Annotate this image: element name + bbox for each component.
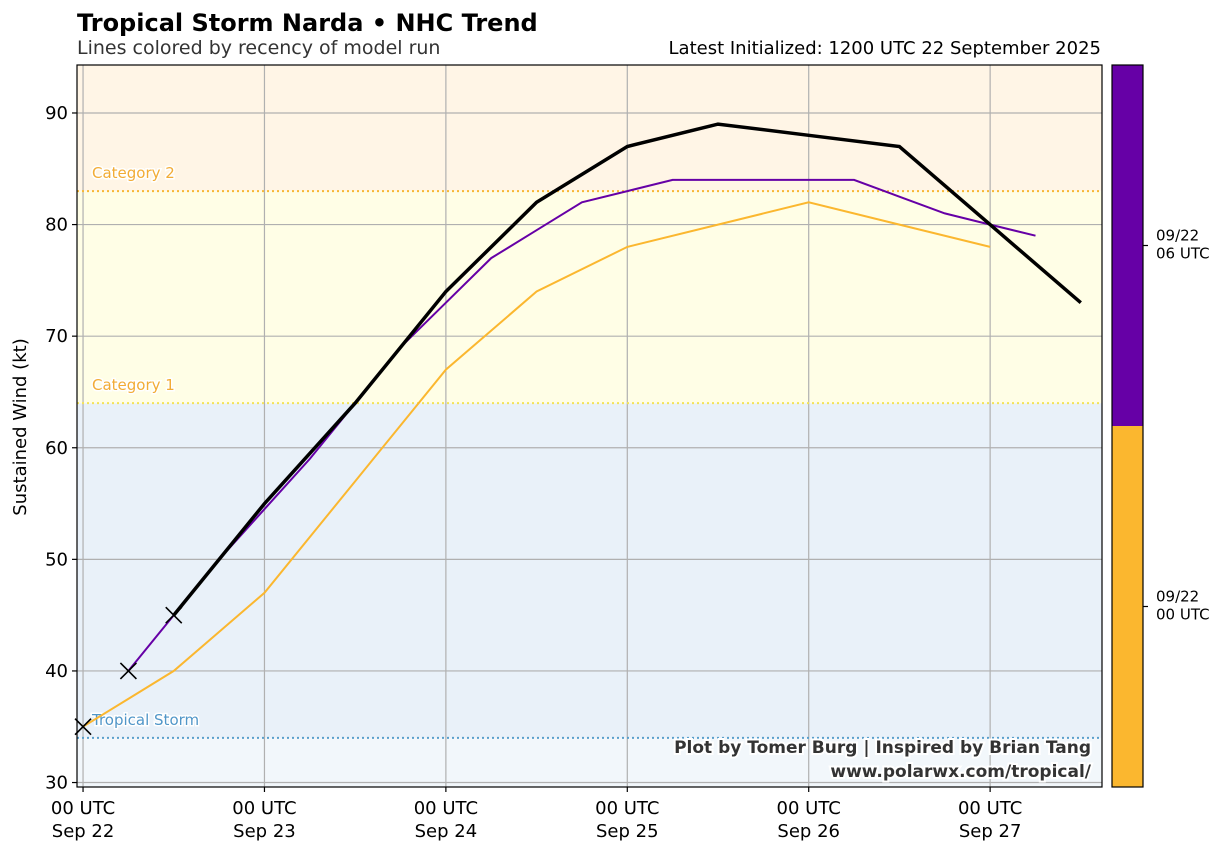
- band-1: [77, 403, 1102, 738]
- intensity-bands: [77, 65, 1102, 787]
- ytick-label-40: 40: [45, 661, 68, 682]
- xtick-label-5-line1: 00 UTC: [958, 798, 1022, 819]
- y-axis-label: Sustained Wind (kt): [10, 338, 31, 515]
- xtick-label-2-line1: 00 UTC: [414, 798, 478, 819]
- ytick-label-30: 30: [45, 773, 68, 794]
- observed-markers: [74, 606, 183, 736]
- threshold-label-2: Category 2: [92, 164, 175, 182]
- ytick-label-90: 90: [45, 103, 68, 124]
- forecast-series: [82, 122, 1082, 728]
- threshold-label-0: Tropical Storm: [91, 711, 199, 729]
- colorbar-label-0-line2: 00 UTC: [1156, 606, 1210, 624]
- colorbar-label-0-line1: 09/22: [1156, 588, 1199, 606]
- colorbar-segment-0: [1112, 426, 1143, 787]
- colorbar-label-1-line1: 09/22: [1156, 227, 1199, 245]
- xtick-label-0-line2: Sep 22: [52, 821, 115, 842]
- plot-frame: [76, 64, 1103, 788]
- series-line-0: [82, 201, 991, 728]
- credit-line-1: Plot by Tomer Burg | Inspired by Brian T…: [674, 738, 1091, 758]
- colorbar-frame: [1111, 64, 1144, 788]
- xtick-label-1-line2: Sep 23: [233, 821, 296, 842]
- band-0: [77, 737, 1102, 787]
- colorbar-label-1-line2: 06 UTC: [1156, 245, 1210, 263]
- threshold-label-1: Category 1: [92, 376, 175, 394]
- chart-subtitle: Lines colored by recency of model run: [77, 37, 440, 59]
- credit: Plot by Tomer Burg | Inspired by Brian T…: [672, 736, 1094, 784]
- xtick-label-2-line2: Sep 24: [415, 821, 478, 842]
- series-line-1: [127, 178, 1036, 672]
- xtick-label-4-line1: 00 UTC: [777, 798, 841, 819]
- threshold-lines: Tropical Storm Category 1 Category 2: [77, 163, 1102, 739]
- xtick-label-1-line1: 00 UTC: [232, 798, 296, 819]
- colorbar-segment-1: [1112, 65, 1143, 426]
- xtick-label-5-line2: Sep 27: [959, 821, 1022, 842]
- credit-line-2: www.polarwx.com/tropical/: [830, 762, 1091, 782]
- ytick-label-50: 50: [45, 549, 68, 570]
- series-line-2: [172, 122, 1082, 617]
- chart-title: Tropical Storm Narda • NHC Trend: [77, 9, 538, 37]
- grid-lines: [77, 65, 1102, 787]
- xtick-label-3-line2: Sep 25: [596, 821, 659, 842]
- band-2: [77, 191, 1102, 404]
- observed-marker-0: [74, 718, 92, 736]
- latest-initialized-label: Latest Initialized: 1200 UTC 22 Septembe…: [669, 38, 1101, 59]
- observed-marker-2: [165, 606, 183, 624]
- observed-marker-1: [119, 662, 137, 680]
- xtick-label-0-line1: 00 UTC: [51, 798, 115, 819]
- xtick-label-3-line1: 00 UTC: [595, 798, 659, 819]
- ytick-label-80: 80: [45, 215, 68, 236]
- ytick-label-70: 70: [45, 326, 68, 347]
- ytick-label-60: 60: [45, 438, 68, 459]
- band-3: [77, 65, 1102, 192]
- xtick-label-4-line2: Sep 26: [777, 821, 840, 842]
